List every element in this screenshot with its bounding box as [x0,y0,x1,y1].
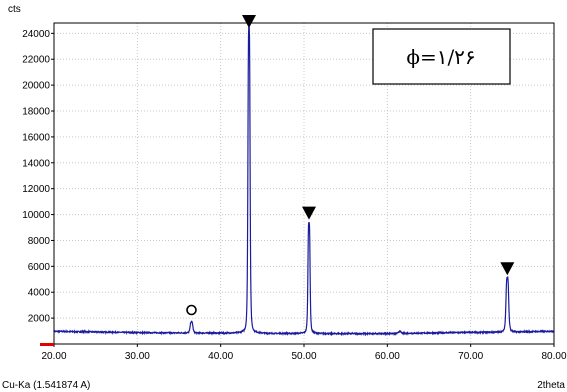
x-axis-label: 2theta [537,380,565,391]
y-tick-label: 14000 [22,158,50,169]
y-tick-label: 18000 [22,107,50,118]
peak-circle-marker [186,304,197,316]
peak-triangle-marker [302,206,316,220]
y-tick-label: 8000 [28,236,51,247]
tick-layer: 2000 4000 6000 8000 10000 12000 14000 16000 1800… [22,29,567,362]
y-tick-label: 16000 [22,132,50,143]
trace-layer [53,25,555,337]
x-tick-label: 60.00 [375,351,400,362]
grid-layer [54,23,554,344]
y-tick-label: 4000 [28,288,51,299]
origin-marker [40,343,54,346]
y-tick-label: 12000 [22,184,50,195]
annotation-box-frame [372,28,511,85]
xrd-trace-line [53,25,555,337]
x-tick-label: 80.00 [541,351,566,362]
x-tick-label: 40.00 [208,351,233,362]
y-tick-label: 20000 [22,81,50,92]
peak-triangle-marker [242,15,256,29]
peak-triangle-marker [500,262,515,276]
y-tick-label: 2000 [28,314,51,325]
y-axis-label: cts [8,4,21,15]
annotation-text: ϕ=۱/۲۶ [406,45,475,69]
y-tick-label: 10000 [22,210,50,221]
x-tick-label: 50.00 [291,351,316,362]
y-tick-label: 22000 [22,55,50,66]
x-tick-label: 70.00 [458,351,483,362]
y-tick-label: 6000 [28,262,51,273]
x-tick-label: 30.00 [125,351,150,362]
x-tick-label: 20.00 [41,351,66,362]
marker-layer [186,15,515,316]
annotation-box: ϕ=۱/۲۶ [372,28,511,85]
x-axis-caption: Cu-Ka (1.541874 A) [2,380,90,391]
y-tick-label: 24000 [22,29,50,40]
